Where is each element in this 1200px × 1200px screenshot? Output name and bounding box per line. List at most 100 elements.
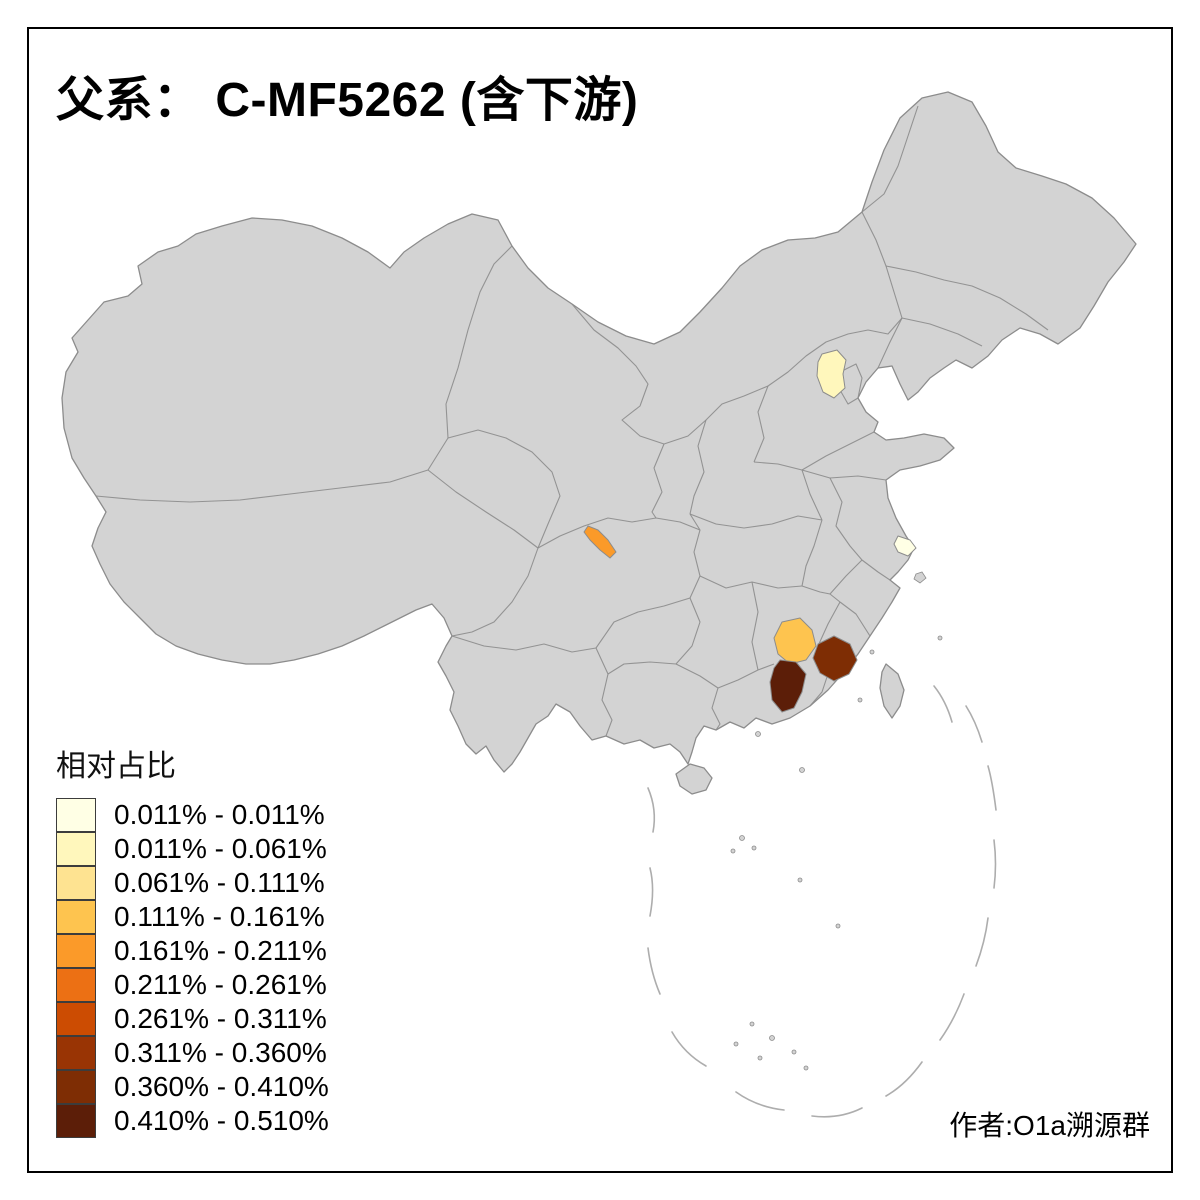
province-borders — [95, 105, 1049, 737]
dash-segment — [965, 705, 983, 743]
legend-item: 0.111% - 0.161% — [56, 899, 329, 934]
taiwan-island — [879, 663, 905, 719]
dash-segment — [671, 1031, 707, 1067]
legend: 相对占比 0.011% - 0.011% 0.011% - 0.061% 0.0… — [56, 748, 329, 1138]
province-border-line — [595, 597, 691, 649]
legend-swatch — [56, 831, 96, 866]
province-border-line — [901, 317, 983, 347]
islet — [937, 635, 943, 641]
legend-swatch — [56, 1001, 96, 1036]
province-border-line — [689, 513, 823, 529]
province-border-line — [675, 663, 719, 689]
legend-swatch — [56, 1069, 96, 1104]
legend-label: 0.211% - 0.261% — [114, 969, 327, 1000]
province-border-line — [537, 513, 701, 549]
legend-swatch — [56, 1103, 96, 1138]
province-border-line — [801, 519, 823, 587]
province-border-line — [753, 461, 803, 471]
province-border-line — [651, 443, 665, 519]
zhoushan-islet — [913, 571, 927, 584]
islet — [739, 835, 745, 841]
province-border-line — [607, 661, 677, 675]
dash-segment — [647, 787, 656, 833]
province-border-line — [689, 529, 701, 599]
page-title: 父系： C-MF5262 (含下游) — [56, 74, 639, 127]
region-southern-jiangxi — [773, 617, 817, 665]
province-border-line — [447, 429, 561, 549]
province-border-line — [757, 663, 775, 671]
legend-swatch — [56, 899, 96, 934]
province-border-line — [829, 559, 863, 603]
legend-swatch — [56, 1035, 96, 1070]
province-border-line — [451, 547, 539, 637]
province-border-line — [801, 469, 887, 481]
legend-item: 0.211% - 0.261% — [56, 967, 329, 1002]
islet — [730, 848, 736, 854]
legend-item: 0.261% - 0.311% — [56, 1001, 329, 1036]
region-western-fujian — [812, 635, 858, 682]
legend-item: 0.161% - 0.211% — [56, 933, 329, 968]
islet — [751, 845, 757, 851]
islet — [803, 1065, 809, 1071]
province-border-line — [877, 317, 903, 369]
nine-dash-line — [647, 685, 997, 1118]
islet — [755, 731, 761, 737]
dash-segment — [885, 1061, 923, 1097]
region-shanghai — [893, 535, 917, 557]
legend-swatch — [56, 967, 96, 1002]
legend-label: 0.311% - 0.360% — [114, 1037, 327, 1068]
province-border-line — [861, 559, 891, 581]
islet — [799, 767, 805, 773]
province-border-line — [801, 469, 823, 521]
legend-rows: 0.011% - 0.011% 0.011% - 0.061% 0.061% -… — [56, 797, 329, 1138]
province-border-line — [801, 431, 875, 471]
legend-item: 0.360% - 0.410% — [56, 1069, 329, 1104]
province-border-line — [717, 669, 759, 689]
province-border-line — [451, 635, 597, 653]
province-border-line — [817, 601, 841, 647]
province-border-line — [839, 601, 871, 637]
islet — [733, 1041, 739, 1047]
legend-label: 0.011% - 0.061% — [114, 833, 327, 864]
province-border-line — [689, 419, 707, 515]
legend-item: 0.011% - 0.061% — [56, 831, 329, 866]
legend-label: 0.360% - 0.410% — [114, 1071, 329, 1102]
legend-swatch — [56, 933, 96, 968]
legend-swatch — [56, 865, 96, 900]
province-border-line — [95, 469, 429, 503]
legend-label: 0.061% - 0.111% — [114, 867, 325, 898]
islet — [791, 1049, 797, 1055]
dash-segment — [647, 947, 661, 995]
legend-label: 0.161% - 0.211% — [114, 935, 327, 966]
legend-item: 0.410% - 0.510% — [56, 1103, 329, 1138]
islet — [869, 649, 875, 655]
legend-title: 相对占比 — [56, 750, 176, 783]
region-central-sichuan — [583, 525, 617, 559]
dash-segment — [933, 685, 953, 723]
islet — [749, 1021, 755, 1027]
province-border-line — [427, 245, 513, 471]
mainland-group — [61, 91, 1137, 773]
dash-segment — [649, 867, 654, 917]
highlight-regions — [583, 349, 917, 713]
islet — [757, 1055, 763, 1061]
province-border-line — [711, 687, 721, 731]
dash-segment — [735, 1091, 785, 1111]
province-border-line — [753, 385, 769, 463]
province-border-line — [801, 585, 831, 595]
province-border-line — [675, 597, 701, 665]
province-border-line — [861, 105, 919, 213]
dash-segment — [975, 917, 989, 967]
dash-segment — [939, 993, 965, 1041]
legend-label: 0.261% - 0.311% — [114, 1003, 327, 1034]
china-mainland-shape — [61, 91, 1137, 773]
attribution-text: 作者:O1a溯源群 — [949, 1110, 1150, 1141]
region-eastern-guangdong — [769, 659, 807, 713]
dash-segment — [811, 1107, 863, 1118]
islands-group — [675, 571, 943, 1071]
region-beijing — [816, 349, 847, 399]
hainan-island — [675, 763, 713, 795]
legend-item: 0.061% - 0.111% — [56, 865, 329, 900]
legend-label: 0.011% - 0.011% — [114, 799, 325, 830]
